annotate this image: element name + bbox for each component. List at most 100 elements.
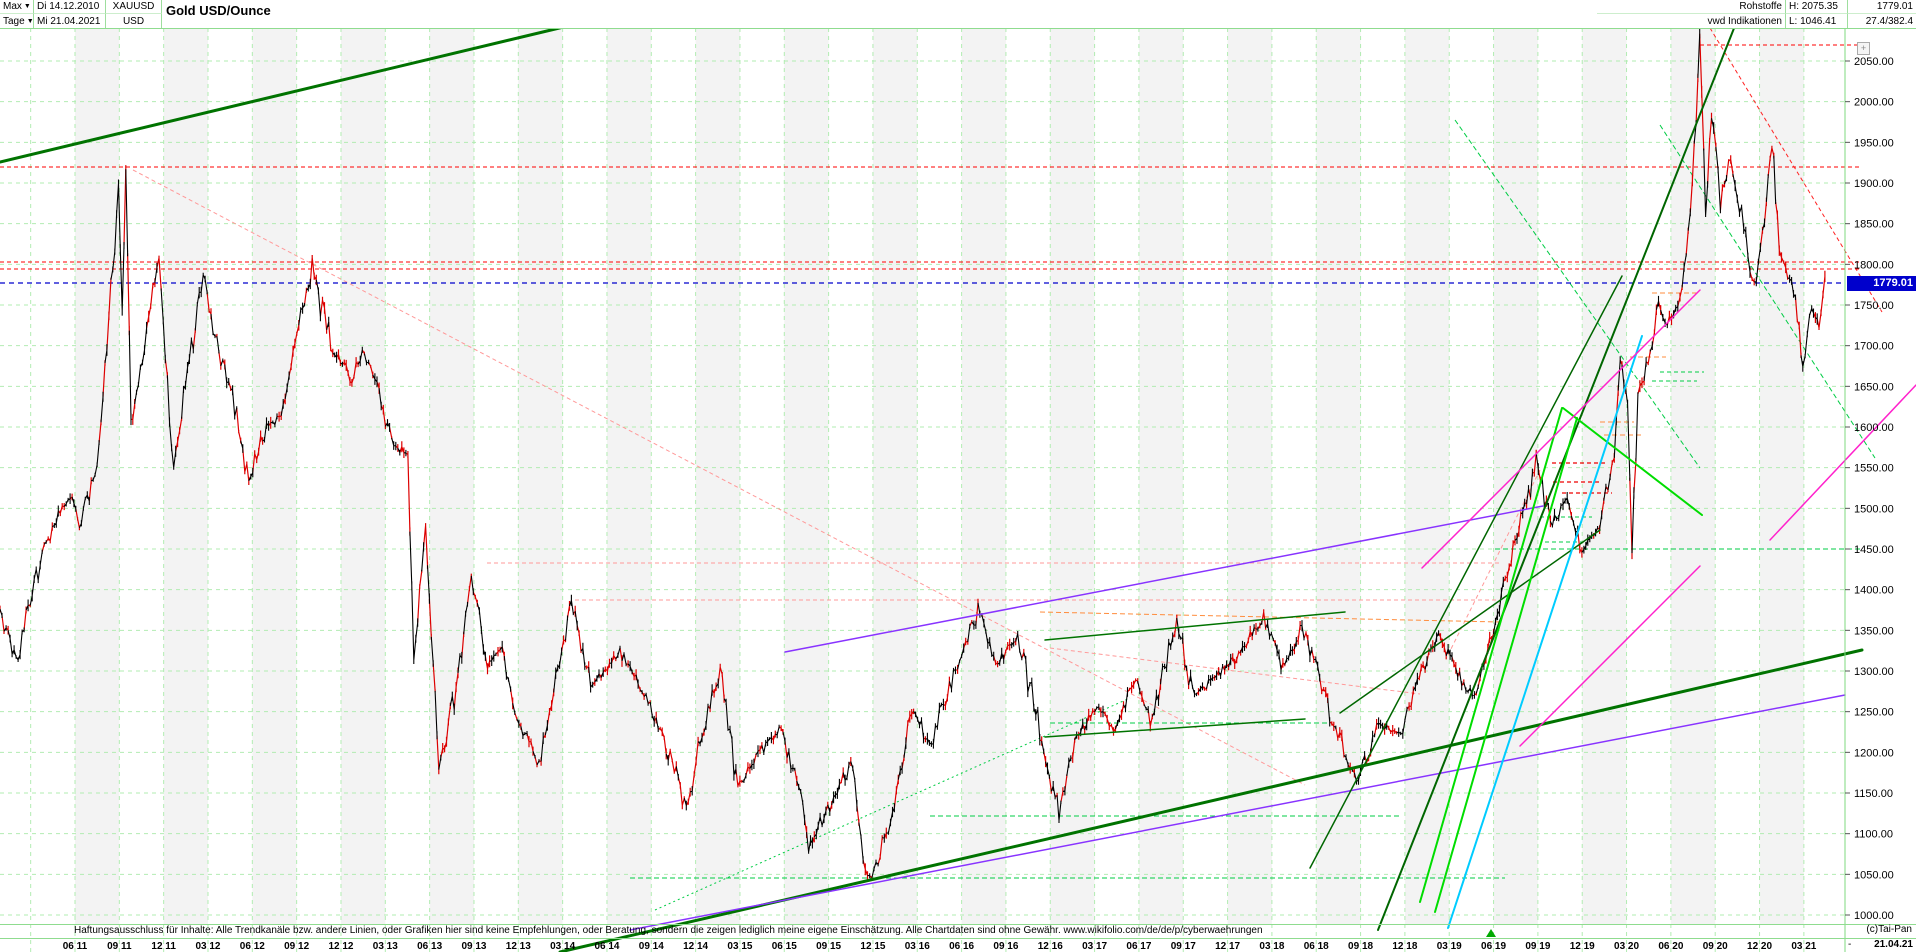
y-axis-label: 1600.00 xyxy=(1854,422,1894,434)
quarter-band xyxy=(606,28,652,924)
provider-cell: vwd Indikationen xyxy=(1597,14,1786,28)
quarter-band xyxy=(961,28,1006,924)
currency-value: USD xyxy=(122,15,145,27)
y-axis-label: 1200.00 xyxy=(1854,747,1894,759)
trend-or-level-line xyxy=(654,697,1131,911)
y-axis-label: 1800.00 xyxy=(1854,259,1894,271)
x-axis-label: 03 14 xyxy=(550,941,575,952)
trend-line xyxy=(1421,289,1701,569)
x-axis-label: 09 19 xyxy=(1525,941,1550,952)
x-axis-label: 06 16 xyxy=(949,941,974,952)
x-axis-label: 12 15 xyxy=(860,941,885,952)
current-price-badge: 1779.01 xyxy=(1847,276,1916,291)
trend-line xyxy=(1769,384,1916,541)
y-axis-label: 2050.00 xyxy=(1854,56,1894,68)
y-axis-label: 1700.00 xyxy=(1854,341,1894,353)
x-axis-label: 06 15 xyxy=(772,941,797,952)
chevron-down-icon: ▼ xyxy=(26,17,34,25)
y-axis-label: 1050.00 xyxy=(1854,869,1894,881)
copyright-label: (c)Tai-Pan xyxy=(1866,924,1912,935)
trend-or-level-line xyxy=(132,169,1306,786)
trend-line xyxy=(1434,417,1578,913)
last-price-cell: 1779.01 xyxy=(1848,0,1916,14)
y-axis-label: 1000.00 xyxy=(1854,910,1894,922)
x-axis-label: 09 20 xyxy=(1703,941,1728,952)
quarter-band xyxy=(1759,28,1804,924)
chevron-down-icon: ▼ xyxy=(23,3,31,10)
x-axis-label: 12 20 xyxy=(1747,941,1772,952)
x-axis-label: 09 12 xyxy=(284,941,309,952)
x-axis-label: 12 19 xyxy=(1570,941,1595,952)
x-axis-label: 03 20 xyxy=(1614,941,1639,952)
disclaimer-text: Haftungsausschluss für Inhalte: Alle Tre… xyxy=(74,925,1263,936)
x-axis-label: 06 18 xyxy=(1304,941,1329,952)
y-axis-label: 1100.00 xyxy=(1854,829,1893,841)
category-cell: Rohstoffe xyxy=(1597,0,1786,14)
x-axis-label: 09 16 xyxy=(993,941,1018,952)
footer-divider-bottom xyxy=(0,938,1916,939)
axis-marker-triangle-icon xyxy=(1486,929,1496,937)
y-axis-label: 1950.00 xyxy=(1854,137,1894,149)
x-axis-label: 06 11 xyxy=(63,941,88,952)
quarter-band xyxy=(429,28,474,924)
x-axis-label: 06 19 xyxy=(1481,941,1506,952)
category-label: Rohstoffe xyxy=(1739,1,1782,12)
x-axis-label: 09 13 xyxy=(461,941,486,952)
quarter-band xyxy=(872,28,918,924)
x-axis-label: 03 21 xyxy=(1791,941,1816,952)
y-axis-label: 1400.00 xyxy=(1854,585,1894,597)
high-value: H: 2075.35 xyxy=(1789,1,1838,12)
x-axis-label: 09 18 xyxy=(1348,941,1373,952)
quarter-band xyxy=(1050,28,1095,924)
x-axis-label: 06 17 xyxy=(1126,941,1151,952)
x-axis-label: 12 18 xyxy=(1392,941,1417,952)
quarter-band xyxy=(340,28,386,924)
x-axis-label: 03 18 xyxy=(1259,941,1284,952)
y-axis-label: 2000.00 xyxy=(1854,97,1894,109)
date-to-cell: Mi 21.04.2021 xyxy=(34,14,106,28)
trend-line xyxy=(1339,529,1601,714)
x-axis-label: 03 13 xyxy=(373,941,398,952)
date-from-value: Di 14.12.2010 xyxy=(37,1,100,12)
x-axis-label: 12 13 xyxy=(506,941,531,952)
provider-label: vwd Indikationen xyxy=(1707,15,1783,27)
x-axis-label: 03 15 xyxy=(727,941,752,952)
axis-expand-icon[interactable]: + xyxy=(1857,42,1870,55)
x-axis-label: 12 14 xyxy=(683,941,708,952)
footer-divider-top xyxy=(0,924,1916,925)
period-selector-label: Tage xyxy=(3,15,25,27)
trend-line xyxy=(0,12,620,164)
x-axis-label: 03 19 xyxy=(1437,941,1462,952)
quarter-band xyxy=(695,28,740,924)
y-axis-label: 1650.00 xyxy=(1854,381,1894,393)
quarter-band xyxy=(75,28,120,924)
x-axis-label: 06 13 xyxy=(417,941,442,952)
axis-end-date: 21.04.21 xyxy=(1874,939,1913,950)
x-axis-label: 12 12 xyxy=(328,941,353,952)
trend-line xyxy=(1562,407,1703,516)
quarter-band xyxy=(252,28,297,924)
x-axis-label: 12 11 xyxy=(151,941,176,952)
x-axis-label: 12 16 xyxy=(1038,941,1063,952)
trend-or-level-line xyxy=(1659,124,1876,459)
currency-cell: USD xyxy=(106,14,162,28)
trend-line xyxy=(1447,335,1643,929)
trend-line xyxy=(784,505,1544,653)
quarter-band xyxy=(1582,28,1627,924)
trend-line xyxy=(1309,275,1623,869)
x-axis-label: 09 15 xyxy=(816,941,841,952)
quarter-band xyxy=(784,28,829,924)
low-value: L: 1046.41 xyxy=(1789,15,1837,27)
y-axis-label: 1450.00 xyxy=(1854,544,1894,556)
range-selector-dropdown[interactable]: Max ▼ xyxy=(0,0,34,14)
page-title: Gold USD/Ounce xyxy=(166,3,271,18)
symbol-value: XAUUSD xyxy=(112,1,155,12)
x-axis-label: 06 14 xyxy=(594,941,619,952)
quarter-band xyxy=(1227,28,1272,924)
axis-dash: - xyxy=(1848,939,1852,950)
last-price-value: 1779.01 xyxy=(1876,1,1913,12)
range-selector-label: Max xyxy=(3,1,22,12)
period-selector-dropdown[interactable]: Tage ▼ xyxy=(0,14,34,28)
